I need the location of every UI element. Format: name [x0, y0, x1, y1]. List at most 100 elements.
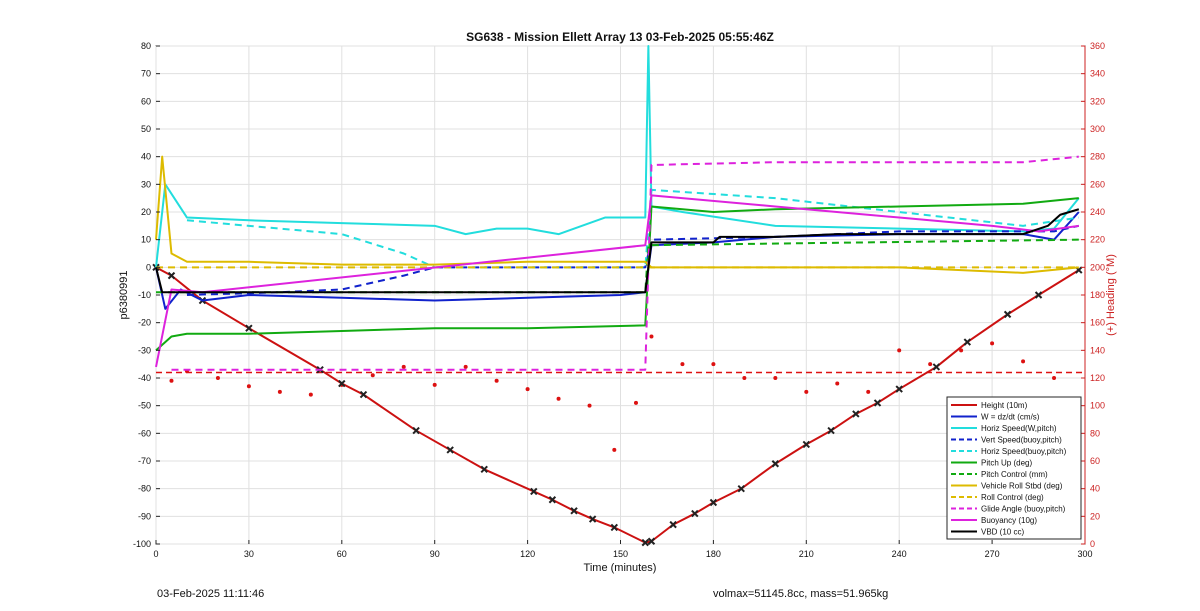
grid — [155, 45, 1086, 545]
heading-point — [711, 362, 716, 367]
x-tick-label: 180 — [706, 549, 721, 559]
heading-point — [215, 376, 220, 380]
legend-label: Height (10m) — [981, 401, 1028, 410]
legend-label: W = dz/dt (cm/s) — [981, 413, 1040, 422]
height-marker — [1034, 291, 1043, 299]
legend-label: Vehicle Roll Stbd (deg) — [981, 482, 1063, 491]
height-marker — [338, 379, 346, 388]
height-marker — [548, 496, 557, 504]
height-marker — [359, 390, 368, 399]
heading-point — [835, 381, 840, 386]
heading-point — [1021, 359, 1026, 364]
heading-point — [897, 348, 902, 353]
x-tick-label: 90 — [430, 549, 440, 559]
legend-label: Horiz Speed(W,pitch) — [981, 424, 1057, 433]
y-tick-label: -100 — [133, 539, 151, 549]
series-line-10 — [155, 194, 1079, 368]
x-tick-label: 150 — [613, 549, 628, 559]
footer-timestamp: 03-Feb-2025 11:11:46 — [157, 588, 265, 600]
height-marker — [610, 523, 619, 532]
legend-label: Buoyancy (10g) — [981, 516, 1037, 525]
y-tick-label: -80 — [138, 484, 151, 494]
heading-point — [612, 447, 617, 452]
x-tick-label: 270 — [985, 549, 1000, 559]
height-marker — [641, 538, 649, 547]
legend-label: Pitch Up (deg) — [981, 459, 1032, 468]
y2-tick-label: 300 — [1090, 124, 1105, 134]
x-tick-label: 120 — [520, 549, 535, 559]
y2-tick-label: 20 — [1090, 511, 1100, 521]
height-marker — [669, 520, 677, 529]
x-tick-label: 30 — [244, 549, 254, 559]
y-tick-label: 80 — [141, 41, 151, 51]
height-marker — [691, 509, 699, 518]
series-layer — [152, 45, 1085, 547]
series-line-2 — [155, 45, 1080, 268]
height-marker — [570, 507, 578, 515]
y-tick-label: -20 — [138, 318, 151, 328]
series-line-4 — [186, 188, 1079, 269]
height-marker — [167, 271, 176, 280]
y-tick-label: 10 — [141, 235, 151, 245]
height-marker — [963, 338, 972, 346]
series-line-3 — [186, 224, 1080, 296]
heading-point — [773, 376, 778, 380]
heading-point — [169, 378, 174, 383]
height-marker — [895, 385, 903, 393]
height-marker — [737, 484, 745, 493]
y-tick-label: -50 — [138, 401, 151, 411]
height-marker — [771, 460, 780, 468]
heading-point — [866, 389, 871, 394]
legend-label: Roll Control (deg) — [981, 493, 1044, 502]
legend: Height (10m) W = dz/dt (cm/s) Horiz Speed(… — [946, 396, 1082, 540]
y2-tick-label: 360 — [1090, 41, 1105, 51]
y-axis-label: p6380991 — [118, 271, 130, 320]
y-tick-label: -70 — [138, 456, 151, 466]
legend-label: Vert Speed(buoy,pitch) — [981, 436, 1062, 445]
height-marker — [480, 465, 488, 474]
y2-tick-label: 220 — [1090, 235, 1105, 245]
y2-tick-label: 260 — [1090, 179, 1105, 189]
heading-point — [633, 400, 638, 405]
y2-tick-label: 0 — [1090, 539, 1095, 549]
heading-point — [525, 387, 530, 392]
y2-tick-label: 320 — [1090, 96, 1105, 106]
axes: 0 30 60 90 120 150 180 210 240 270 300-100-90-80-7… — [133, 41, 1105, 559]
y-tick-label: -30 — [138, 345, 151, 355]
legend-label: Glide Angle (buoy,pitch) — [981, 505, 1066, 514]
y2-tick-label: 340 — [1090, 69, 1105, 79]
y2-tick-label: 80 — [1090, 428, 1100, 438]
height-marker — [412, 426, 420, 435]
y2-tick-label: 280 — [1090, 152, 1105, 162]
heading-point — [990, 341, 995, 346]
series-line-11 — [155, 208, 1080, 294]
height-marker — [827, 426, 835, 435]
heading-point — [1052, 376, 1057, 380]
heading-point — [494, 378, 499, 383]
chart-title: SG638 - Mission Ellett Array 13 03-Feb-2… — [466, 30, 774, 44]
legend-box — [946, 396, 1082, 540]
height-marker — [852, 410, 860, 418]
y2-tick-label: 100 — [1090, 401, 1105, 411]
heading-point — [277, 389, 282, 394]
y-tick-label: 40 — [141, 152, 151, 162]
y-tick-label: 60 — [141, 96, 151, 106]
height-marker — [1003, 310, 1012, 319]
y-tick-label: 50 — [141, 124, 151, 134]
height-marker — [446, 446, 454, 454]
y-tick-label: 0 — [146, 262, 151, 272]
heading-point — [649, 334, 654, 339]
heading-point — [680, 362, 685, 367]
heading-point — [463, 364, 468, 369]
y-tick-label: 30 — [141, 179, 151, 189]
y2-tick-label: 140 — [1090, 345, 1105, 355]
y2-tick-label: 60 — [1090, 456, 1100, 466]
y2-tick-label: 200 — [1090, 262, 1105, 272]
heading-point — [401, 364, 406, 369]
y-tick-label: -60 — [138, 428, 151, 438]
height-marker — [873, 399, 882, 407]
footer-stats: volmax=51145.8cc, mass=51.965kg — [713, 588, 889, 600]
x-tick-label: 60 — [337, 549, 347, 559]
legend-label: Horiz Speed(buoy,pitch) — [981, 447, 1067, 456]
